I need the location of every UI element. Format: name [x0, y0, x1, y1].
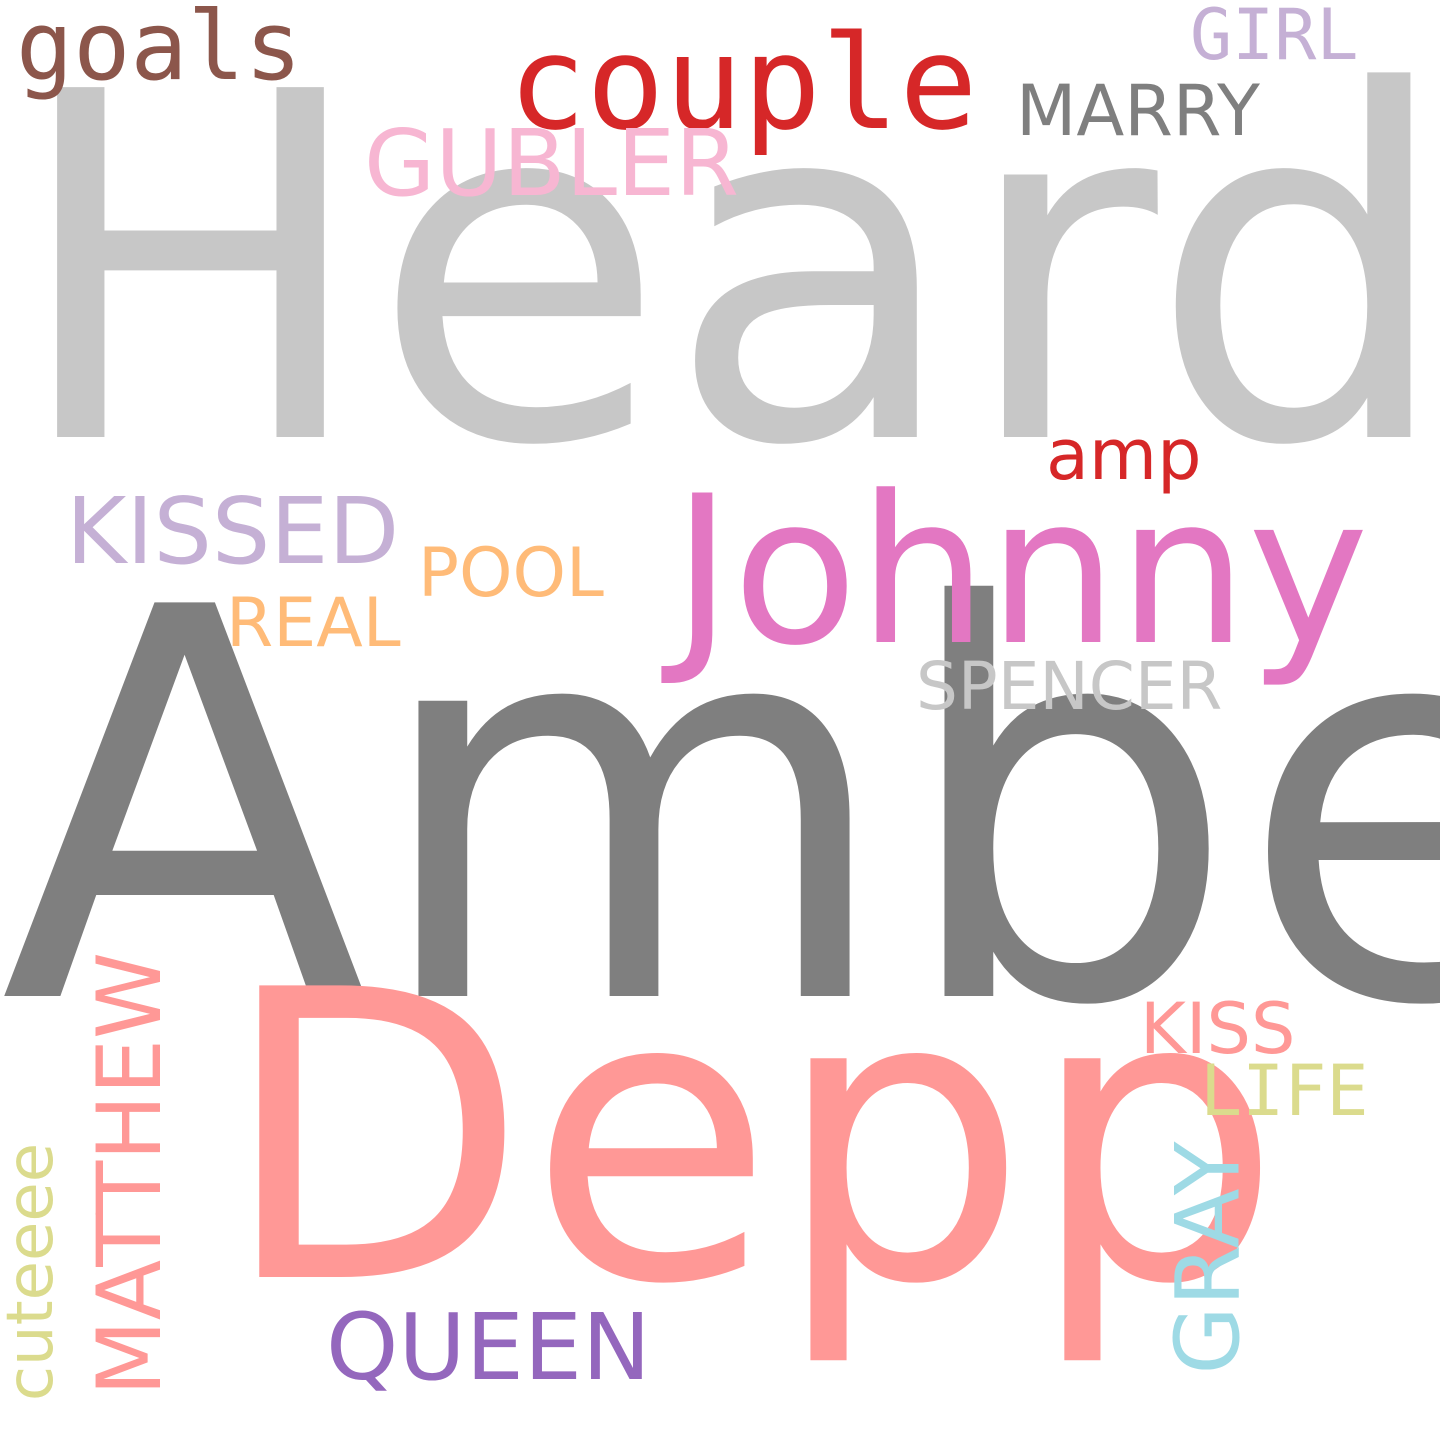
word-depp: Depp	[220, 907, 1282, 1372]
word-matthew: MATTHEW	[78, 951, 182, 1397]
word-queen: QUEEN	[326, 1294, 651, 1401]
word-kiss: KISS	[1140, 988, 1296, 1070]
word-pool: POOL	[418, 534, 604, 613]
word-marry: MARRY	[1016, 70, 1260, 152]
word-spencer: SPENCER	[916, 648, 1223, 725]
word-kissed: KISSED	[66, 478, 400, 585]
word-goals: goals	[16, 0, 302, 102]
word-cuteeee: cuteeee	[0, 1142, 69, 1402]
word-gubler: GUBLER	[364, 110, 740, 217]
word-amp: amp	[1046, 414, 1202, 496]
word-johnny: Johnny	[672, 453, 1369, 691]
word-real: REAL	[226, 584, 401, 663]
word-amber: Amber	[0, 496, 1440, 1124]
word-couple: couple	[508, 7, 978, 159]
word-girl: GIRL	[1190, 0, 1359, 76]
word-life: LIFE	[1200, 1050, 1369, 1132]
word-heard: Heard	[10, 0, 1440, 551]
word-gray: GRAY	[1156, 1141, 1260, 1375]
